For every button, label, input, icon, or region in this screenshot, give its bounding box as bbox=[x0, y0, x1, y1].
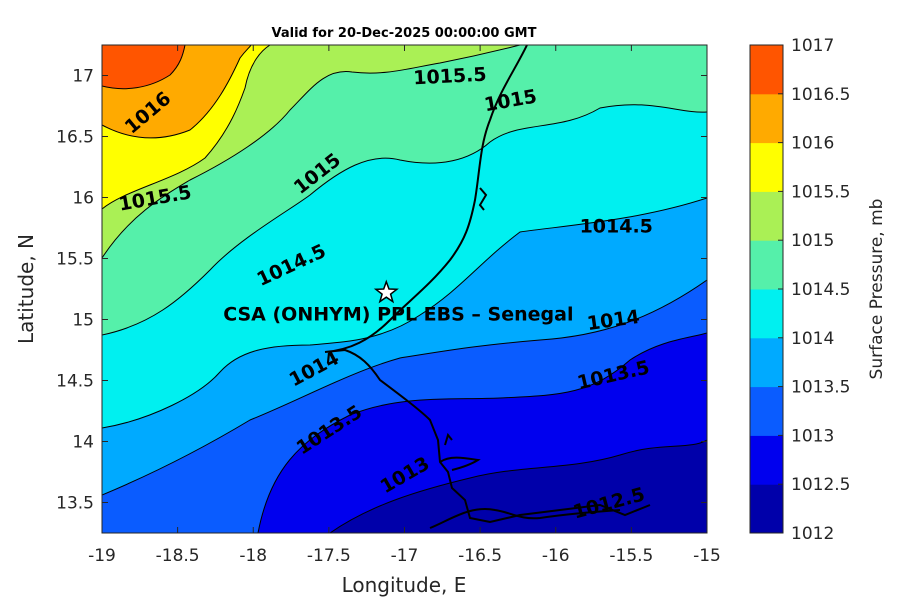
y-tick-label: 14.5 bbox=[56, 372, 94, 392]
y-tick-label: 13.5 bbox=[56, 494, 94, 514]
colorbar-swatch bbox=[750, 386, 783, 436]
contour-label: 1015.5 bbox=[413, 64, 487, 90]
colorbar-swatch bbox=[750, 93, 783, 144]
x-tick-label: -19 bbox=[88, 546, 116, 566]
y-tick-label: 15.5 bbox=[56, 250, 94, 270]
colorbar-swatch bbox=[750, 240, 783, 290]
band-1016-5 bbox=[102, 45, 185, 89]
x-axis-label: Longitude, E bbox=[342, 573, 467, 597]
site-label: CSA (ONHYM) PPL EBS – Senegal bbox=[223, 304, 573, 326]
chart-title: Valid for 20-Dec-2025 00:00:00 GMT bbox=[272, 26, 537, 41]
colorbar-tick-label: 1013.5 bbox=[791, 378, 850, 398]
colorbar-tick-label: 1013 bbox=[791, 426, 834, 446]
colorbar-tick-label: 1012 bbox=[791, 524, 834, 544]
colorbar-tick-label: 1017 bbox=[791, 36, 834, 56]
colorbar-swatch bbox=[750, 435, 783, 485]
colorbar-swatch bbox=[750, 45, 783, 95]
colorbar-swatch bbox=[750, 142, 783, 192]
x-tick-label: -18 bbox=[239, 546, 267, 566]
site-marker: CSA (ONHYM) PPL EBS – Senegal bbox=[223, 279, 573, 326]
colorbar-swatch bbox=[750, 337, 783, 388]
colorbar-tick-label: 1015.5 bbox=[791, 182, 850, 202]
colorbar-tick-label: 1012.5 bbox=[791, 475, 850, 495]
y-tick-label: 15 bbox=[72, 311, 94, 331]
x-tick-label: -17 bbox=[391, 546, 419, 566]
x-tick-label: -16 bbox=[542, 546, 570, 566]
y-tick-label: 16 bbox=[72, 189, 94, 209]
site-star-icon bbox=[373, 279, 399, 304]
colorbar-tick-label: 1015 bbox=[791, 231, 834, 251]
colorbar-tick-label: 1014.5 bbox=[791, 280, 850, 300]
colorbar-swatch bbox=[750, 289, 783, 339]
colorbar-tick-label: 1016 bbox=[791, 134, 834, 154]
y-tick-label: 14 bbox=[72, 433, 94, 453]
x-tick-label: -15.5 bbox=[609, 546, 653, 566]
coastline bbox=[324, 45, 651, 529]
x-tick-label: -17.5 bbox=[307, 546, 351, 566]
x-tick-label: -16.5 bbox=[458, 546, 502, 566]
colorbar-label: Surface Pressure, mb bbox=[867, 199, 887, 380]
x-tick-label: -15 bbox=[693, 546, 721, 566]
colorbar: 1012 1012.5 1013 1013.5 1014 1014.5 1015 1015.5… bbox=[749, 36, 850, 544]
colorbar-swatch bbox=[750, 191, 783, 241]
y-tick-label: 16.5 bbox=[56, 128, 94, 148]
colorbar-swatch bbox=[750, 484, 783, 534]
x-axis: -19 -18.5 -18 -17.5 -17 -16.5 -16 -15.5 -15 bbox=[88, 45, 721, 566]
colorbar-tick-label: 1014 bbox=[791, 329, 834, 349]
contour-label: 1014.5 bbox=[580, 216, 653, 238]
colorbar-tick-label: 1016.5 bbox=[791, 85, 850, 105]
x-tick-label: -18.5 bbox=[156, 546, 200, 566]
y-axis: 13.5 14 14.5 15 15.5 16 16.5 17 bbox=[56, 67, 707, 514]
y-axis-label: Latitude, N bbox=[14, 234, 38, 344]
y-tick-label: 17 bbox=[72, 67, 94, 87]
contour-lines bbox=[102, 45, 707, 533]
